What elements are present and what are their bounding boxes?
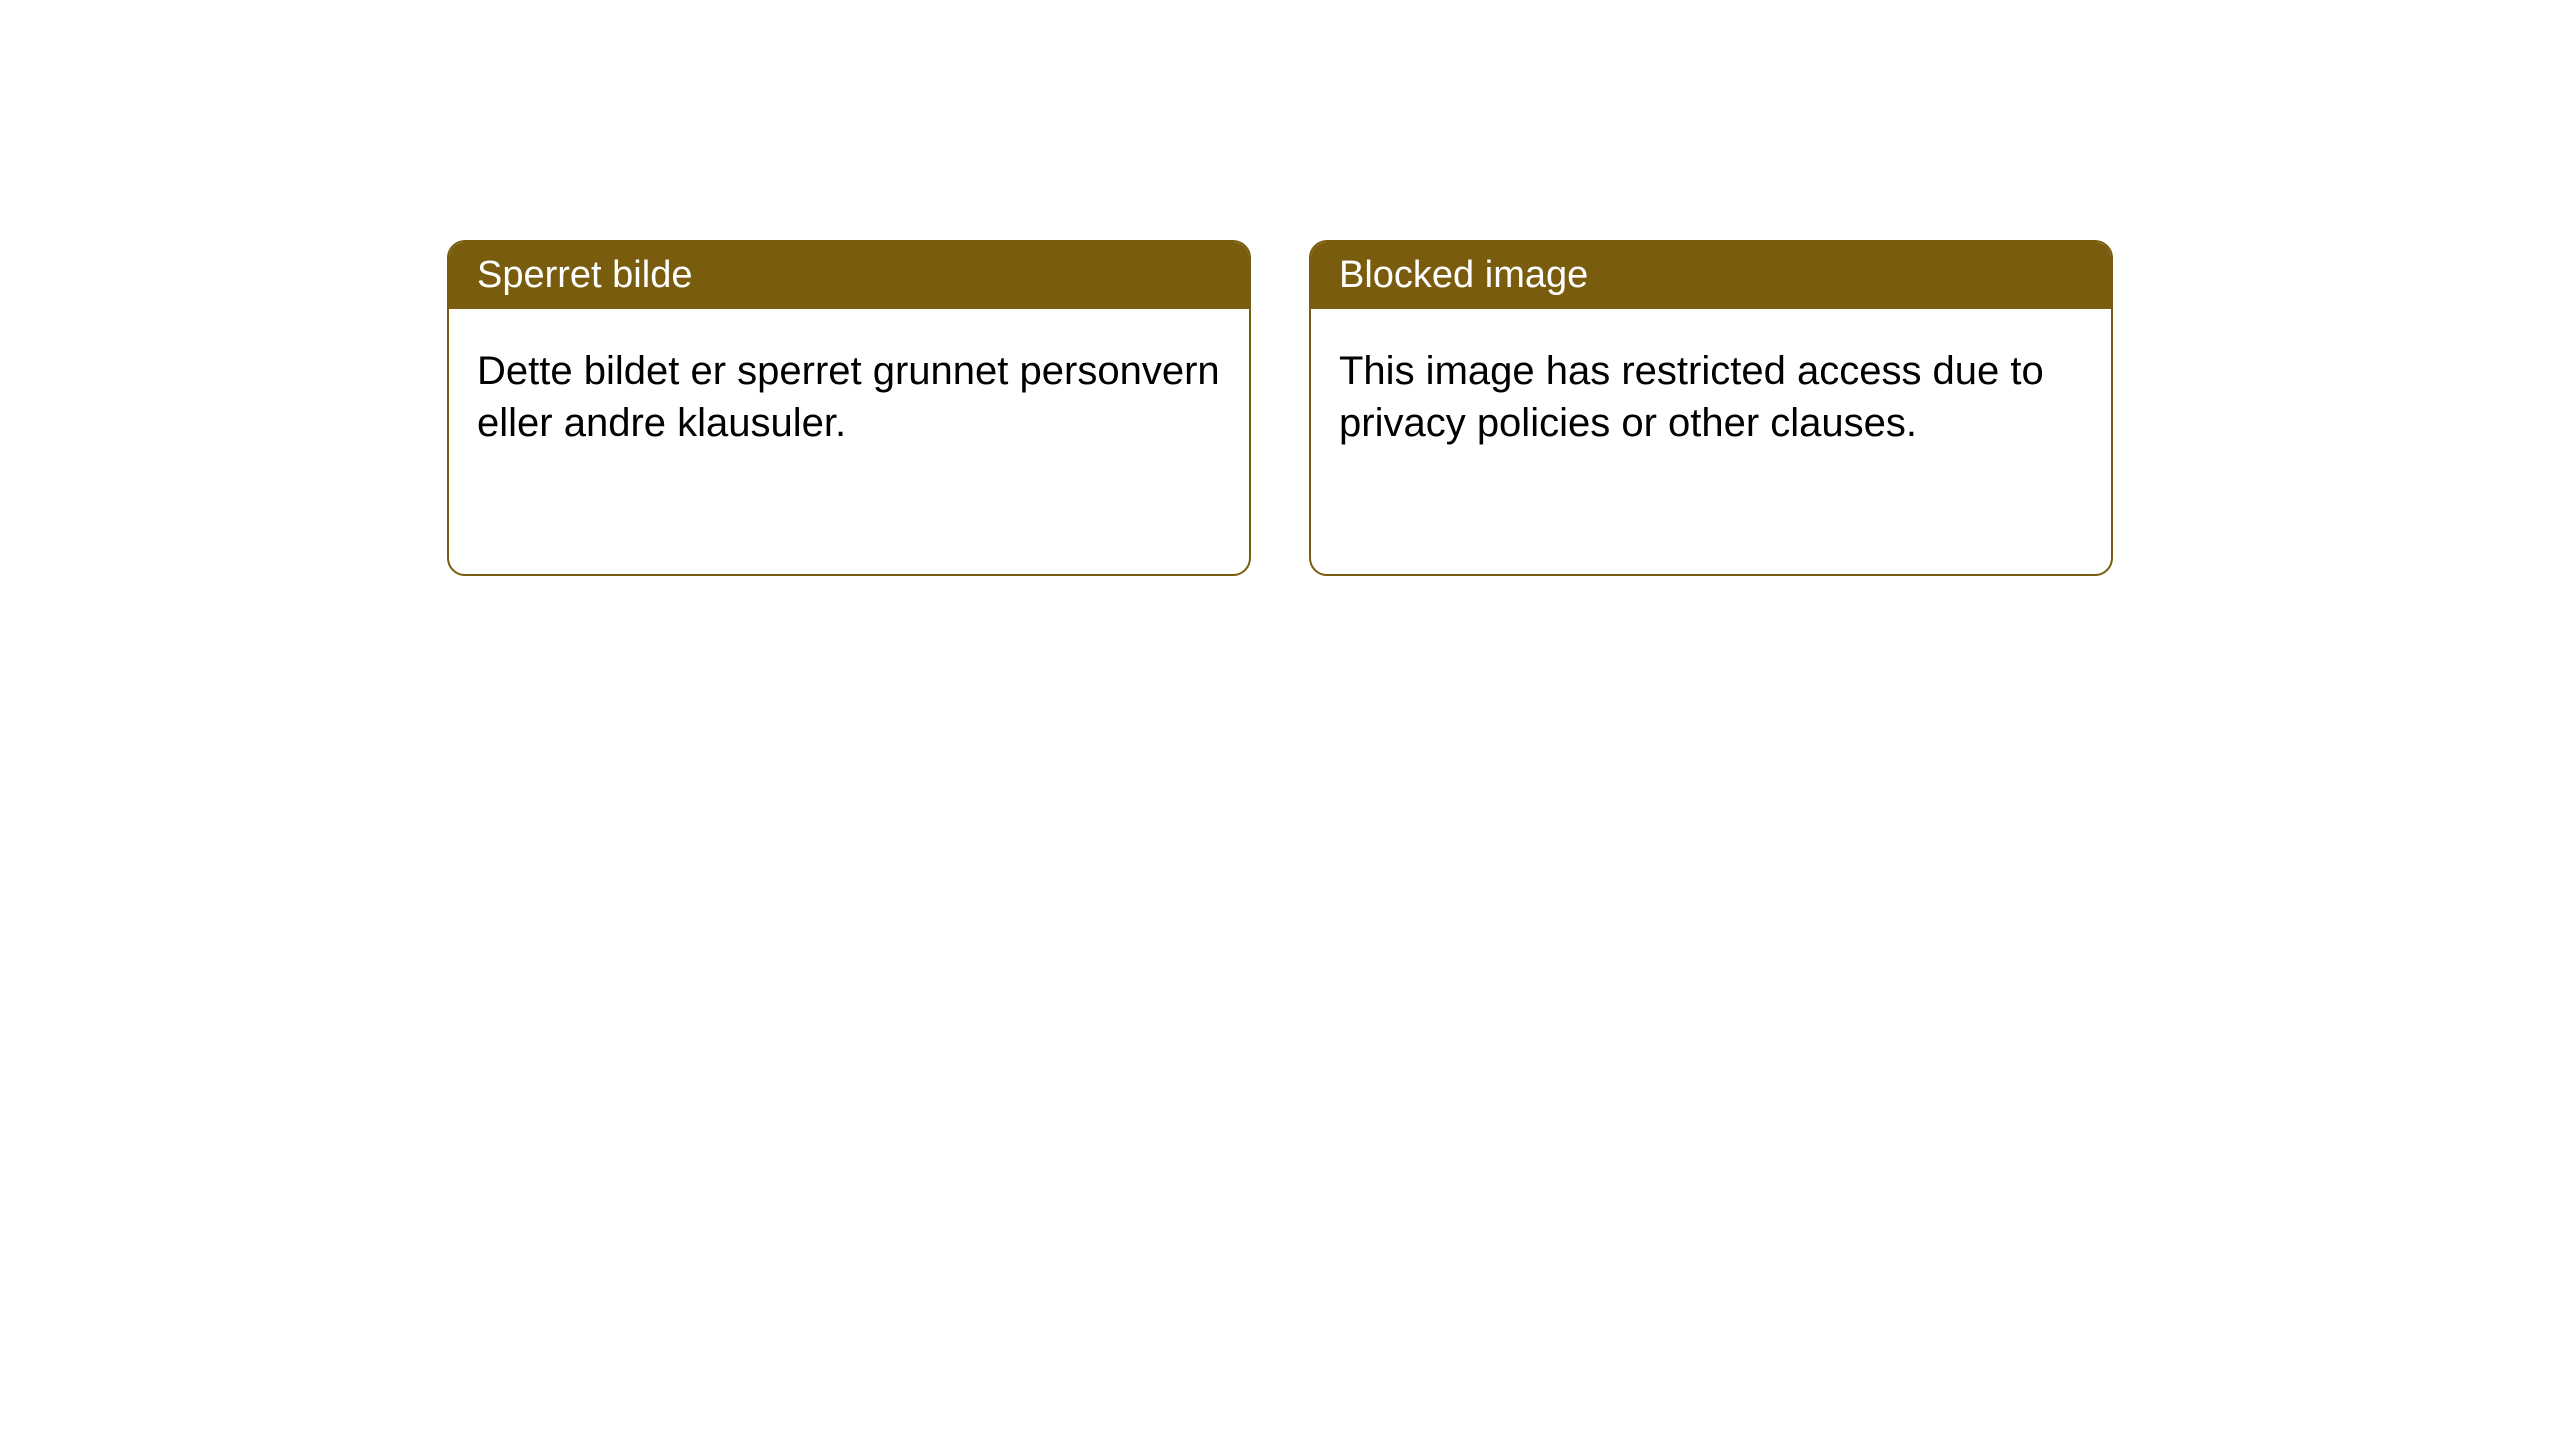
card-body-text: Dette bildet er sperret grunnet personve… [477,349,1220,445]
card-title: Blocked image [1339,254,1588,296]
card-body: This image has restricted access due to … [1311,309,2111,485]
card-title: Sperret bilde [477,254,692,296]
notice-container: Sperret bilde Dette bildet er sperret gr… [0,0,2560,576]
card-header: Sperret bilde [449,242,1249,309]
card-body: Dette bildet er sperret grunnet personve… [449,309,1249,485]
card-header: Blocked image [1311,242,2111,309]
notice-card-english: Blocked image This image has restricted … [1309,240,2113,576]
card-body-text: This image has restricted access due to … [1339,349,2044,445]
notice-card-norwegian: Sperret bilde Dette bildet er sperret gr… [447,240,1251,576]
